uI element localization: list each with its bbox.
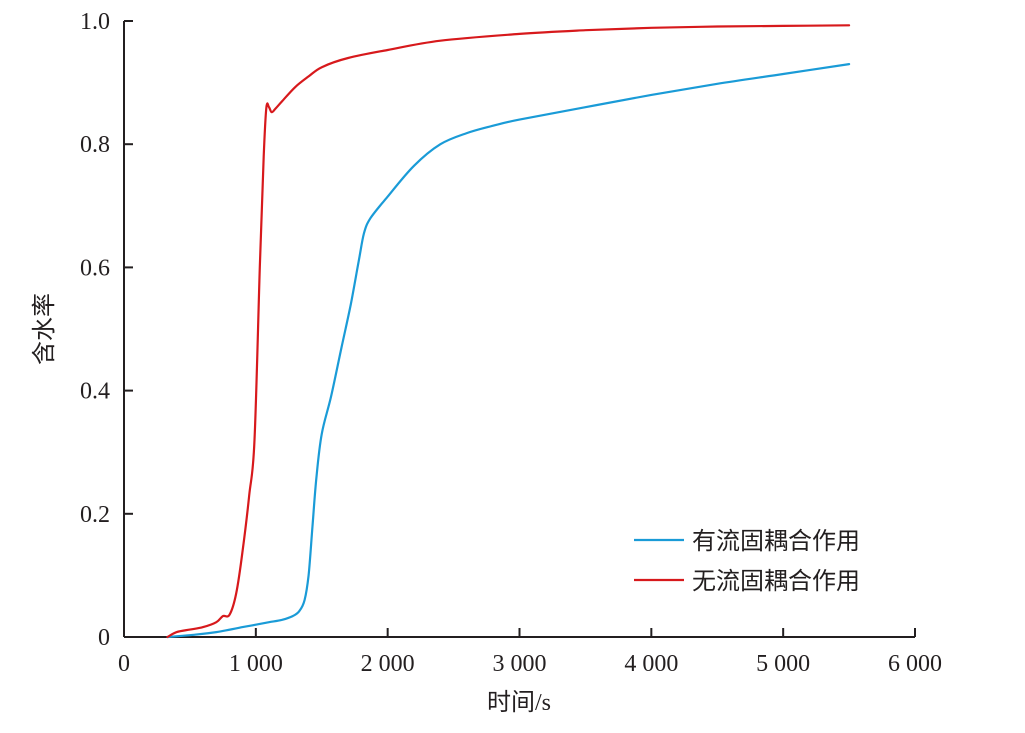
- x-tick-label: 1 000: [229, 651, 283, 677]
- series-lines: [166, 24, 851, 639]
- x-tick-label: 3 000: [493, 651, 547, 677]
- legend-label-2: 无流固耦合作用: [692, 568, 860, 595]
- x-tick-label: 5 000: [756, 651, 810, 677]
- x-tick-label: 0: [118, 651, 130, 677]
- y-tick-label: 0.4: [80, 379, 110, 405]
- series-line-1: [166, 62, 851, 639]
- y-tick-label: 0.2: [80, 502, 110, 528]
- x-tick-label: 4 000: [624, 651, 678, 677]
- series-line-2: [166, 24, 851, 639]
- y-tick-label: 1.0: [80, 9, 110, 35]
- axis-ticks: 0 1 000 2 000 3 000 4 000 5 000 6 000 0 0.2 0.4 0.…: [80, 9, 942, 677]
- y-tick-label: 0.8: [80, 132, 110, 158]
- y-axis-title: 含水率: [31, 293, 58, 365]
- x-axis-title: 时间/s: [487, 689, 551, 716]
- x-tick-label: 2 000: [361, 651, 415, 677]
- y-tick-label: 0.6: [80, 255, 110, 281]
- legend-label-1: 有流固耦合作用: [692, 528, 860, 555]
- x-tick-label: 6 000: [888, 651, 942, 677]
- y-tick-label: 0: [98, 625, 110, 651]
